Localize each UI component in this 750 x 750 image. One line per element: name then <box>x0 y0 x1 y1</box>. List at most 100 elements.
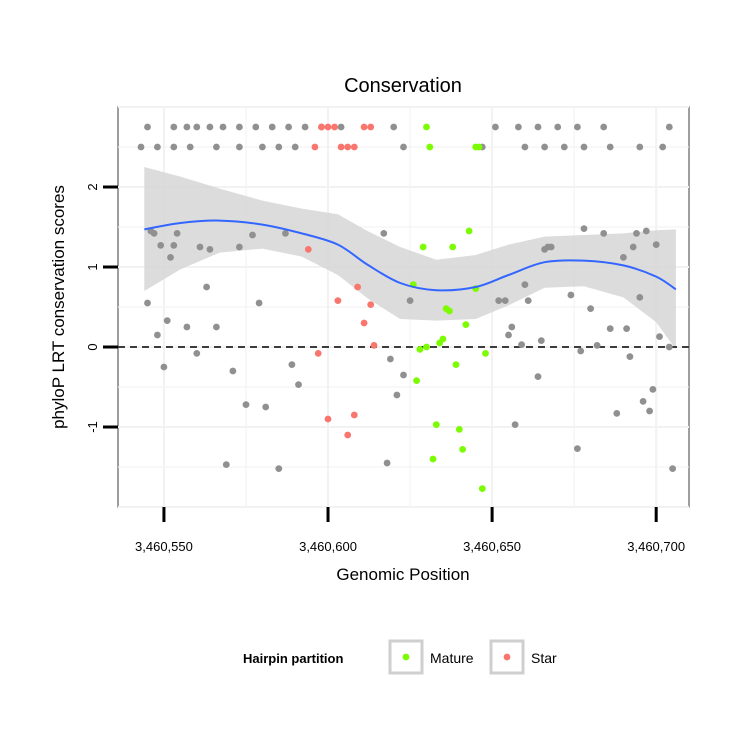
y-tick-label: 1 <box>85 263 100 270</box>
data-point-other <box>567 291 575 299</box>
data-point-other <box>170 123 178 131</box>
data-point-other <box>275 465 283 472</box>
legend-title: Hairpin partition <box>243 651 343 666</box>
data-point-other <box>291 143 299 151</box>
data-point-mature <box>413 377 420 384</box>
data-point-other <box>262 403 270 411</box>
data-point-mature <box>446 307 453 315</box>
data-point-star <box>367 301 375 308</box>
data-point-mature <box>423 343 430 351</box>
data-point-other <box>213 143 220 151</box>
data-point-other <box>144 123 151 131</box>
data-point-other <box>154 331 161 339</box>
data-point-other <box>206 246 214 253</box>
data-point-other <box>652 241 660 249</box>
data-point-other <box>337 123 345 131</box>
data-point-mature <box>459 446 466 453</box>
data-point-other <box>623 325 630 332</box>
data-point-other <box>213 323 220 331</box>
data-point-other <box>518 341 525 348</box>
data-point-other <box>492 123 499 131</box>
data-point-other <box>255 299 263 307</box>
data-point-other <box>160 363 168 371</box>
y-tick-label: -1 <box>85 421 100 433</box>
data-point-other <box>236 123 243 131</box>
data-point-mature <box>423 123 430 131</box>
data-point-other <box>620 254 627 261</box>
data-point-other <box>236 243 243 251</box>
data-point-other <box>157 242 165 249</box>
data-point-other <box>137 143 145 151</box>
data-point-star <box>350 143 358 151</box>
data-point-other <box>577 347 585 355</box>
data-point-other <box>183 123 191 131</box>
data-point-other <box>268 123 276 131</box>
data-point-other <box>606 143 614 151</box>
data-point-other <box>222 461 230 468</box>
data-point-mature <box>452 361 460 368</box>
data-point-mature <box>482 350 489 357</box>
chart-title: Conservation <box>344 75 462 97</box>
data-point-other <box>400 371 407 379</box>
data-points <box>137 123 676 492</box>
data-point-other <box>633 230 640 237</box>
data-point-star <box>344 431 352 439</box>
data-point-star <box>354 283 361 291</box>
data-point-other <box>288 361 296 368</box>
data-point-other <box>580 143 588 151</box>
x-tick-label: 3,460,600 <box>299 539 357 554</box>
data-point-other <box>259 143 266 151</box>
data-point-other <box>547 243 555 251</box>
data-point-other <box>649 386 657 393</box>
data-point-other <box>606 325 614 332</box>
data-point-other <box>163 317 171 324</box>
data-point-other <box>193 123 201 131</box>
data-point-other <box>580 225 588 233</box>
x-axis: 3,460,550 3,460,600 3,460,650 3,460,700 <box>135 507 685 554</box>
data-point-other <box>600 230 608 237</box>
data-point-other <box>613 410 621 417</box>
data-point-mature <box>416 346 424 353</box>
data-point-other <box>150 230 158 237</box>
data-point-star <box>367 123 375 131</box>
data-point-other <box>665 343 673 351</box>
data-point-other <box>508 323 516 331</box>
data-point-other <box>656 333 663 340</box>
data-point-other <box>285 123 292 131</box>
data-point-other <box>534 373 542 380</box>
legend-swatch-star <box>503 653 511 661</box>
data-point-other <box>252 123 260 131</box>
data-point-star <box>324 415 332 423</box>
data-point-other <box>170 143 178 151</box>
data-point-other <box>505 331 512 339</box>
data-point-other <box>206 123 214 131</box>
data-point-star <box>360 319 368 327</box>
x-tick-label: 3,460,700 <box>627 539 685 554</box>
data-point-other <box>636 294 644 301</box>
data-point-other <box>554 123 562 131</box>
data-point-other <box>144 299 151 307</box>
x-tick-label: 3,460,550 <box>135 539 193 554</box>
data-point-mature <box>475 143 483 151</box>
data-point-other <box>170 242 178 249</box>
data-point-other <box>636 143 644 151</box>
data-point-other <box>515 123 522 131</box>
confidence-ribbon <box>144 167 676 350</box>
data-point-star <box>370 342 378 349</box>
data-point-other <box>193 350 201 357</box>
data-point-other <box>275 143 283 151</box>
data-point-other <box>639 398 647 405</box>
data-point-mature <box>462 321 470 328</box>
data-point-other <box>387 355 394 363</box>
data-point-other <box>282 230 289 237</box>
data-point-other <box>229 367 237 375</box>
y-axis: -1 0 1 2 <box>85 183 118 433</box>
data-point-other <box>541 143 548 151</box>
data-point-star <box>304 246 312 253</box>
data-point-mature <box>449 243 457 251</box>
data-point-other <box>629 243 637 251</box>
data-point-other <box>495 297 503 304</box>
data-point-other <box>380 230 388 237</box>
smooth-trend-line <box>144 219 677 292</box>
data-point-mature <box>478 485 486 492</box>
